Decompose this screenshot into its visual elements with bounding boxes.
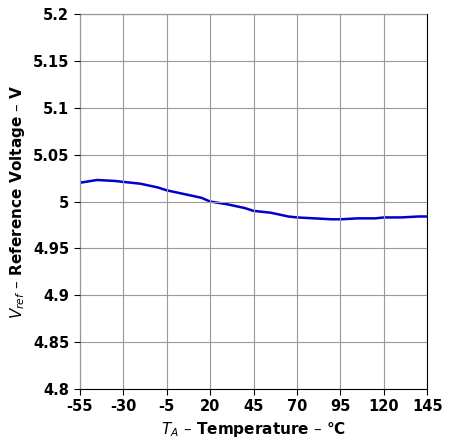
X-axis label: $T_A$ – Temperature – °C: $T_A$ – Temperature – °C: [161, 420, 346, 439]
Y-axis label: $V_{ref}$ – Reference Voltage – V: $V_{ref}$ – Reference Voltage – V: [8, 84, 28, 319]
